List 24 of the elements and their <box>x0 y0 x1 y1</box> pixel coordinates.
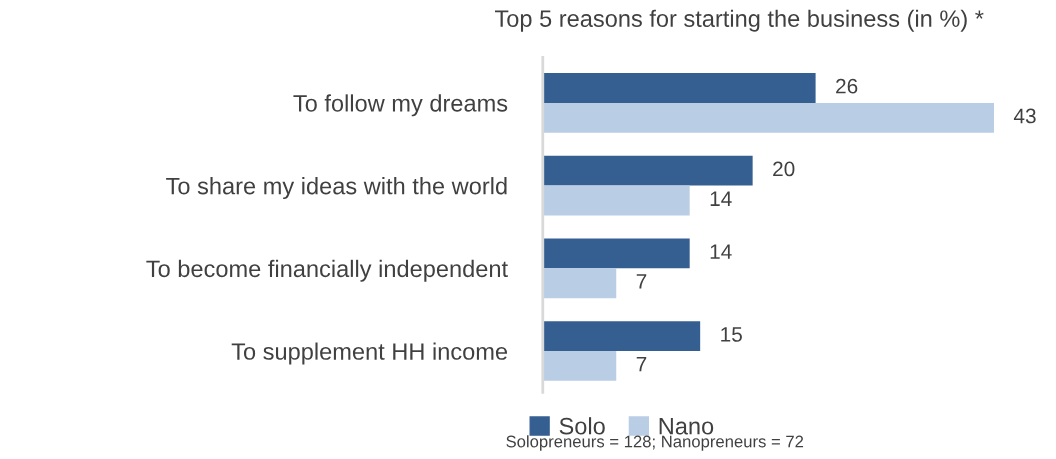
bar <box>542 351 617 381</box>
y-tick-label: To follow my dreams <box>293 94 508 117</box>
bar <box>542 321 701 352</box>
data-label: 14 <box>710 244 732 259</box>
legend-label: Nano <box>659 418 714 435</box>
data-label: 43 <box>1013 108 1036 124</box>
data-label: 20 <box>773 161 795 177</box>
y-tick-label: To share my ideas with the world <box>166 177 507 200</box>
bar <box>542 155 753 186</box>
data-label: 15 <box>721 327 742 342</box>
data-label: 7 <box>636 357 647 372</box>
bar <box>542 102 994 133</box>
data-label: 26 <box>836 78 858 94</box>
bar <box>542 268 617 299</box>
bar <box>542 73 816 103</box>
chart-title: Top 5 reasons for starting the business (in %) * <box>494 9 984 32</box>
data-label: 14 <box>710 191 732 206</box>
legend-label: Solo <box>559 417 605 435</box>
bar <box>542 238 690 269</box>
data-label: 7 <box>636 274 647 289</box>
y-tick-label: To become financially independent <box>146 259 508 282</box>
y-tick-label: To supplement HH income <box>231 342 508 365</box>
text: Solopreneurs = 128; Nanopreneurs = 72 <box>506 435 804 451</box>
bar <box>542 185 690 216</box>
